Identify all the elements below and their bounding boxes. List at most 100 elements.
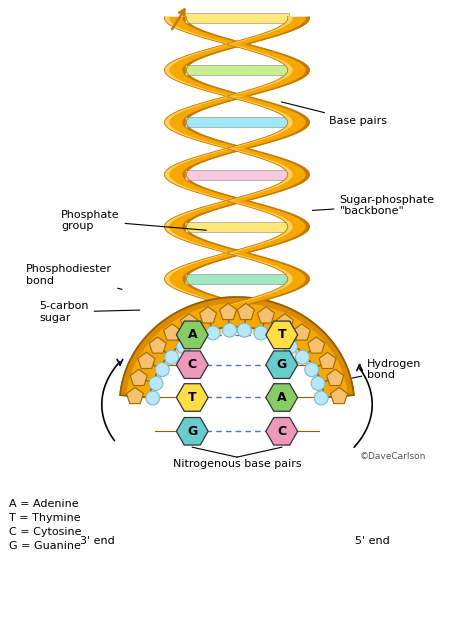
Polygon shape (276, 314, 293, 330)
Polygon shape (164, 201, 230, 252)
Text: A: A (277, 391, 287, 404)
Polygon shape (226, 253, 310, 305)
Circle shape (191, 332, 204, 345)
Polygon shape (164, 44, 247, 96)
Text: T = Thymine: T = Thymine (9, 513, 81, 523)
Polygon shape (182, 44, 247, 96)
Circle shape (206, 326, 220, 340)
Text: Nitrogenous base pairs: Nitrogenous base pairs (173, 459, 301, 469)
Polygon shape (319, 352, 336, 368)
Text: C: C (277, 425, 286, 438)
Polygon shape (184, 274, 290, 284)
Polygon shape (228, 17, 292, 43)
Polygon shape (182, 97, 247, 148)
Polygon shape (200, 307, 217, 323)
Polygon shape (176, 384, 208, 411)
Text: T: T (188, 391, 197, 404)
Circle shape (295, 350, 310, 364)
Polygon shape (245, 201, 310, 252)
Polygon shape (228, 17, 310, 43)
Circle shape (176, 340, 191, 353)
Polygon shape (184, 13, 290, 23)
Polygon shape (164, 44, 231, 96)
Polygon shape (266, 321, 298, 348)
Polygon shape (150, 327, 324, 394)
Text: Sugar-phosphate
"backbone": Sugar-phosphate "backbone" (312, 195, 434, 216)
Polygon shape (182, 253, 248, 305)
Text: G: G (277, 358, 287, 371)
Text: C = Cytosine: C = Cytosine (9, 527, 82, 537)
Circle shape (223, 323, 237, 337)
Polygon shape (164, 97, 230, 148)
Polygon shape (164, 149, 231, 201)
Polygon shape (227, 201, 310, 252)
Circle shape (270, 332, 283, 345)
Polygon shape (237, 303, 255, 319)
Polygon shape (181, 314, 198, 330)
Polygon shape (293, 324, 310, 340)
Polygon shape (149, 337, 166, 353)
Text: Phosphate
group: Phosphate group (61, 210, 206, 231)
Text: 5-carbon
sugar: 5-carbon sugar (39, 301, 140, 323)
Polygon shape (164, 253, 231, 305)
Text: 5' end: 5' end (355, 536, 390, 546)
Circle shape (149, 376, 163, 391)
Polygon shape (227, 97, 310, 148)
Polygon shape (138, 352, 155, 368)
Polygon shape (266, 384, 298, 411)
Circle shape (164, 350, 179, 364)
Polygon shape (244, 44, 310, 96)
Polygon shape (330, 388, 347, 404)
Polygon shape (226, 253, 292, 305)
Polygon shape (164, 17, 229, 43)
Circle shape (305, 363, 319, 376)
Circle shape (314, 391, 328, 405)
Text: T: T (277, 329, 286, 342)
Text: 3' end: 3' end (81, 536, 115, 546)
Text: A = Adenine: A = Adenine (9, 499, 79, 509)
Polygon shape (176, 417, 208, 445)
Polygon shape (244, 149, 310, 201)
Text: G: G (187, 425, 197, 438)
Polygon shape (176, 321, 208, 348)
Polygon shape (244, 253, 310, 305)
Circle shape (283, 340, 298, 353)
Polygon shape (246, 17, 310, 43)
Polygon shape (219, 303, 237, 319)
Circle shape (254, 326, 268, 340)
Polygon shape (164, 324, 181, 340)
Polygon shape (245, 97, 310, 148)
Polygon shape (130, 370, 147, 386)
Polygon shape (182, 149, 248, 201)
Polygon shape (266, 351, 298, 378)
Polygon shape (176, 351, 208, 378)
Polygon shape (227, 97, 292, 148)
Polygon shape (182, 17, 246, 43)
Circle shape (155, 363, 169, 376)
Polygon shape (182, 201, 247, 252)
Circle shape (311, 376, 325, 391)
Polygon shape (164, 149, 248, 201)
Circle shape (237, 323, 251, 337)
Polygon shape (227, 44, 292, 96)
Polygon shape (184, 65, 290, 75)
Text: A: A (187, 329, 197, 342)
Polygon shape (257, 307, 274, 323)
Text: Hydrogen
bond: Hydrogen bond (322, 359, 421, 384)
Polygon shape (327, 370, 344, 386)
Polygon shape (164, 253, 248, 305)
Text: Base pairs: Base pairs (282, 102, 387, 126)
Polygon shape (308, 337, 325, 353)
Polygon shape (164, 17, 246, 43)
Polygon shape (184, 117, 290, 127)
Text: ©DaveCarlson: ©DaveCarlson (359, 451, 426, 461)
Polygon shape (164, 97, 247, 148)
Polygon shape (120, 297, 354, 396)
Polygon shape (184, 221, 290, 231)
Polygon shape (164, 201, 247, 252)
Text: C: C (188, 358, 197, 371)
Polygon shape (227, 201, 292, 252)
Circle shape (146, 391, 160, 405)
Polygon shape (227, 44, 310, 96)
Text: Phosphodiester
bond: Phosphodiester bond (26, 264, 122, 290)
